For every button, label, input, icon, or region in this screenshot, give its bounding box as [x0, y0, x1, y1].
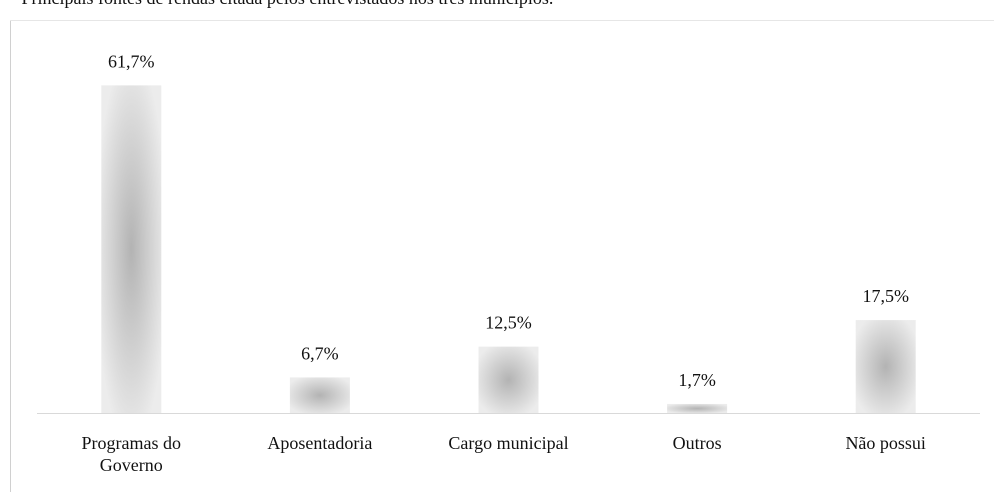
value-label: 1,7% [678, 370, 716, 390]
value-label: 17,5% [862, 286, 909, 306]
x-tick-label: Cargo municipal [448, 433, 569, 453]
bar [289, 377, 350, 413]
chart-title: – Principais fontes de rendas citada pel… [7, 0, 553, 8]
bar [478, 346, 539, 413]
x-tick-label: Programas do Governo [81, 433, 182, 475]
x-tick-label: Não possui [845, 433, 926, 453]
x-tick-label: Outros [672, 433, 722, 453]
bar [667, 403, 728, 413]
x-tick-label: Aposentadoria [267, 433, 373, 453]
value-label: 61,7% [108, 51, 155, 71]
value-label: 12,5% [485, 313, 532, 333]
bar [101, 85, 162, 414]
value-label: 6,7% [301, 343, 339, 363]
bar [855, 320, 916, 413]
